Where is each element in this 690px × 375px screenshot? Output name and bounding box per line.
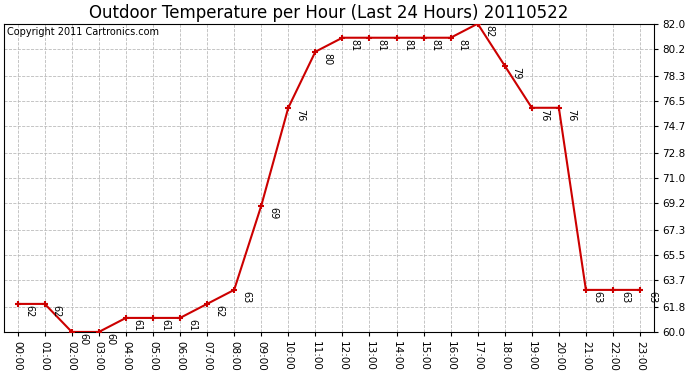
Text: 63: 63 bbox=[593, 291, 603, 303]
Text: 81: 81 bbox=[457, 39, 468, 51]
Text: 82: 82 bbox=[484, 25, 495, 38]
Text: 76: 76 bbox=[539, 109, 549, 122]
Text: 62: 62 bbox=[52, 305, 61, 318]
Text: 81: 81 bbox=[404, 39, 413, 51]
Text: 61: 61 bbox=[160, 319, 170, 332]
Text: 60: 60 bbox=[106, 333, 116, 346]
Text: 62: 62 bbox=[25, 305, 34, 318]
Text: 81: 81 bbox=[431, 39, 440, 51]
Text: 61: 61 bbox=[187, 319, 197, 332]
Text: 63: 63 bbox=[620, 291, 630, 303]
Text: 63: 63 bbox=[647, 291, 657, 303]
Text: 76: 76 bbox=[566, 109, 575, 122]
Text: Copyright 2011 Cartronics.com: Copyright 2011 Cartronics.com bbox=[8, 27, 159, 37]
Text: 81: 81 bbox=[349, 39, 359, 51]
Text: 80: 80 bbox=[322, 53, 333, 65]
Text: 79: 79 bbox=[512, 67, 522, 80]
Text: 62: 62 bbox=[214, 305, 224, 318]
Text: 76: 76 bbox=[295, 109, 305, 122]
Text: 69: 69 bbox=[268, 207, 278, 219]
Title: Outdoor Temperature per Hour (Last 24 Hours) 20110522: Outdoor Temperature per Hour (Last 24 Ho… bbox=[89, 4, 569, 22]
Text: 60: 60 bbox=[79, 333, 89, 346]
Text: 61: 61 bbox=[133, 319, 143, 332]
Text: 81: 81 bbox=[376, 39, 386, 51]
Text: 63: 63 bbox=[241, 291, 251, 303]
